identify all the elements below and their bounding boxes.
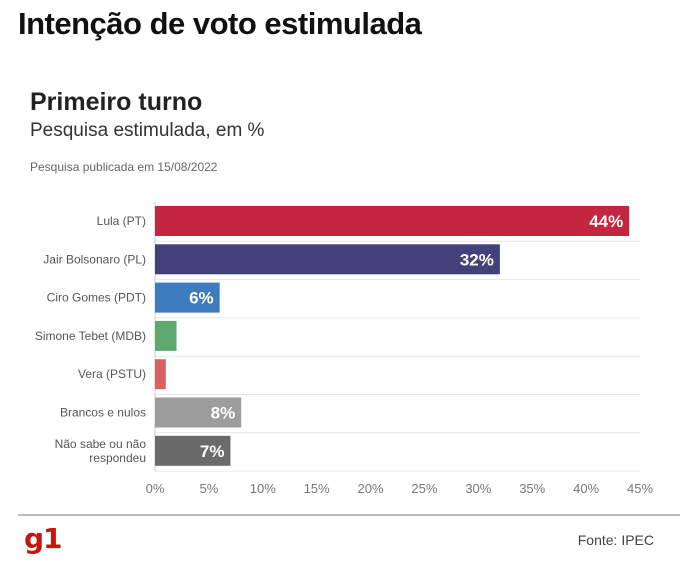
bar [155,320,177,351]
chart-title: Primeiro turno [30,88,203,116]
category-label: Brancos e nulos [60,406,146,420]
published-note: Pesquisa publicada em 15/08/2022 [30,160,218,174]
headline: Intenção de voto estimulada [18,6,422,41]
category-label: Não sabe ou não respondeu [55,437,147,465]
data-label: 44% [589,212,623,231]
category-label: Simone Tebet (MDB) [35,329,146,343]
source-note: Fonte: IPEC [577,532,654,548]
data-label: 6% [189,289,214,308]
category-labels: Lula (PT) Jair Bolsonaro (PL) Ciro Gomes (… [35,214,146,465]
category-label: Jair Bolsonaro (PL) [43,252,146,266]
data-label: 32% [460,250,494,269]
g1-logo: g1 [24,522,63,555]
value-labels: 44% 32% 6% 8% 7% [189,212,623,461]
x-tick-label: 45% [627,481,653,496]
x-tick-label: 25% [411,481,437,496]
category-label: Ciro Gomes (PDT) [47,291,146,305]
data-label: 7% [200,442,225,461]
bars [155,206,630,466]
x-tick-label: 0% [146,481,165,496]
x-tick-label: 35% [519,481,545,496]
x-tick-label: 40% [573,481,599,496]
gridlines [154,202,640,472]
data-label: 8% [211,404,236,423]
x-tick-label: 30% [465,481,491,496]
x-tick-label: 5% [199,481,218,496]
x-tick-label: 15% [304,481,330,496]
bar [155,244,500,275]
x-tick-label: 10% [250,481,276,496]
category-label: Vera (PSTU) [78,367,146,381]
chart-subtitle: Pesquisa estimulada, em % [30,120,265,141]
bar [155,359,166,390]
x-axis-tick-labels: 0% 5% 10% 15% 20% 25% 30% 35% 40% 45% [146,481,654,496]
footer-divider [18,514,680,516]
x-tick-label: 20% [358,481,384,496]
bar [155,282,220,313]
bar [155,206,630,236]
bar [155,397,242,428]
bar-chart: Lula (PT) Jair Bolsonaro (PL) Ciro Gomes (… [35,202,654,496]
bar [155,435,231,466]
category-label: Lula (PT) [97,214,146,228]
